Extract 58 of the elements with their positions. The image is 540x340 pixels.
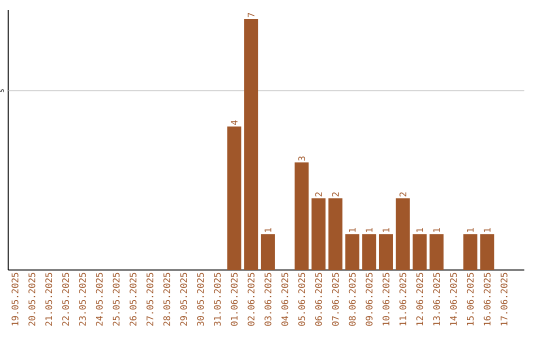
bar <box>260 234 275 270</box>
x-tick-label: 19.05.2025 <box>12 272 18 326</box>
data-label: 1 <box>366 228 372 232</box>
bar <box>312 198 326 270</box>
x-tick-label: 01.06.2025 <box>230 272 238 326</box>
data-label: 2 <box>315 192 322 196</box>
x-tick-label: 04.06.2025 <box>281 272 288 326</box>
data-label: 1 <box>348 228 356 232</box>
x-tick-label: 31.05.2025 <box>214 272 221 326</box>
x-tick-label: 21.05.2025 <box>45 272 52 326</box>
x-tick-label: 09.06.2025 <box>366 272 373 326</box>
bar <box>463 234 478 270</box>
data-label: 1 <box>484 228 490 232</box>
bar <box>396 198 410 270</box>
data-label: 2 <box>400 192 406 196</box>
x-tick-label: 24.05.2025 <box>96 272 103 326</box>
data-label: 1 <box>264 228 272 232</box>
x-tick-label: 27.05.2025 <box>146 272 154 326</box>
x-tick-label: 25.05.2025 <box>112 272 120 326</box>
bar <box>345 234 360 270</box>
bar <box>328 198 342 270</box>
x-tick-label: 15.06.2025 <box>466 272 474 326</box>
x-tick-label: 22.05.2025 <box>62 272 69 326</box>
x-tick-label: 14.06.2025 <box>450 272 457 326</box>
bar <box>430 234 444 270</box>
data-label: 4 <box>230 120 238 125</box>
x-tick-label: 06.06.2025 <box>315 272 322 326</box>
x-tick-label: 17.06.2025 <box>500 272 508 326</box>
x-tick-label: 16.06.2025 <box>484 272 491 326</box>
bar <box>412 234 427 270</box>
x-tick-label: 11.06.2025 <box>399 272 406 326</box>
x-tick-label: 29.05.2025 <box>180 272 188 326</box>
x-tick-label: 13.06.2025 <box>433 272 440 326</box>
bar <box>378 234 393 270</box>
x-tick-label: 20.05.2025 <box>28 272 36 326</box>
x-tick-label: 30.05.2025 <box>197 272 204 326</box>
x-tick-label: 12.06.2025 <box>416 272 424 326</box>
x-tick-label: 07.06.2025 <box>332 272 339 326</box>
x-tick-label: 05.06.2025 <box>298 272 306 326</box>
x-tick-label: 03.06.2025 <box>264 272 272 326</box>
bar <box>244 18 258 270</box>
x-tick-label: 28.05.2025 <box>163 272 170 326</box>
data-label: 3 <box>298 156 306 161</box>
bar <box>227 126 242 270</box>
x-tick-label: 23.05.2025 <box>79 272 86 326</box>
data-label: 1 <box>416 228 423 232</box>
x-tick-label: 26.05.2025 <box>130 272 136 326</box>
data-label: 1 <box>467 228 474 232</box>
x-tick-label: 10.06.2025 <box>382 272 390 326</box>
x-tick-label: 02.06.2025 <box>248 272 254 326</box>
data-label: 1 <box>382 228 390 232</box>
bar <box>294 162 309 270</box>
data-label: 2 <box>332 192 339 196</box>
bar <box>362 234 376 270</box>
x-tick-label: 08.06.2025 <box>348 272 356 326</box>
data-label: 7 <box>248 13 254 18</box>
bar <box>480 234 494 270</box>
data-label: 1 <box>433 228 440 232</box>
